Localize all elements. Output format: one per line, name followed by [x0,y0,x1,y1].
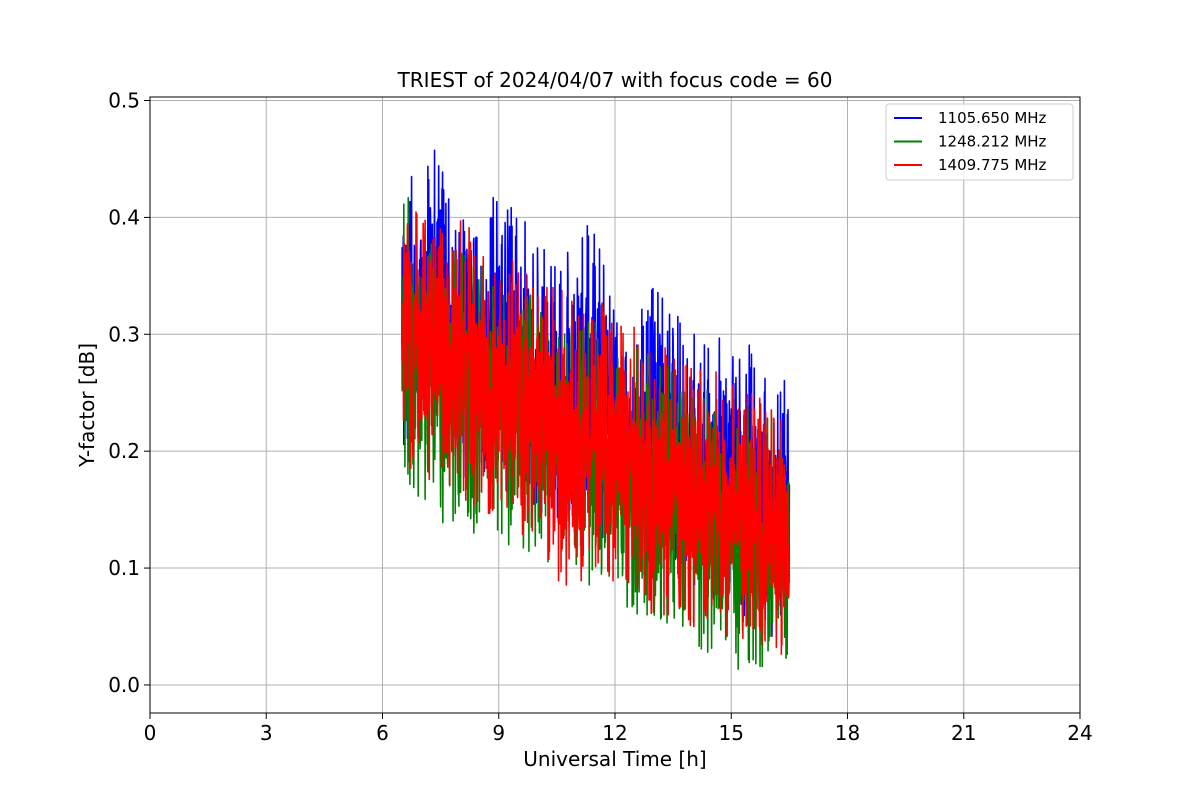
legend-label-3: 1409.775 MHz [938,156,1047,174]
x-axis: 0 3 6 9 12 15 18 21 24 [144,713,1093,745]
legend-label-2: 1248.212 MHz [938,133,1047,151]
x-tick-label: 12 [602,721,627,745]
x-tick-label: 24 [1067,721,1092,745]
x-tick-label: 9 [492,721,505,745]
legend-box [885,103,1074,181]
legend-label-1: 1105.650 MHz [938,109,1047,127]
x-tick-label: 18 [835,721,860,745]
y-axis-title: Y-factor [dB] [75,343,99,468]
plot-series [401,149,791,670]
y-tick-label: 0.3 [108,322,140,346]
x-tick-label: 21 [951,721,976,745]
x-tick-label: 3 [260,721,273,745]
y-tick-label: 0.5 [108,89,140,113]
chart-title: TRIEST of 2024/04/07 with focus code = 6… [397,68,833,92]
y-tick-label: 0.2 [108,439,140,463]
y-tick-label: 0.4 [108,205,140,229]
legend: 1105.650 MHz 1248.212 MHz 1409.775 MHz [885,103,1074,181]
y-tick-label: 0.1 [108,556,140,580]
x-tick-label: 0 [144,721,157,745]
y-tick-label: 0.0 [108,673,140,697]
x-tick-label: 15 [719,721,744,745]
x-axis-title: Universal Time [h] [523,747,706,771]
series-line-3 [401,211,791,655]
y-axis: 0.0 0.1 0.2 0.3 0.4 0.5 [108,89,150,697]
x-tick-label: 6 [376,721,389,745]
